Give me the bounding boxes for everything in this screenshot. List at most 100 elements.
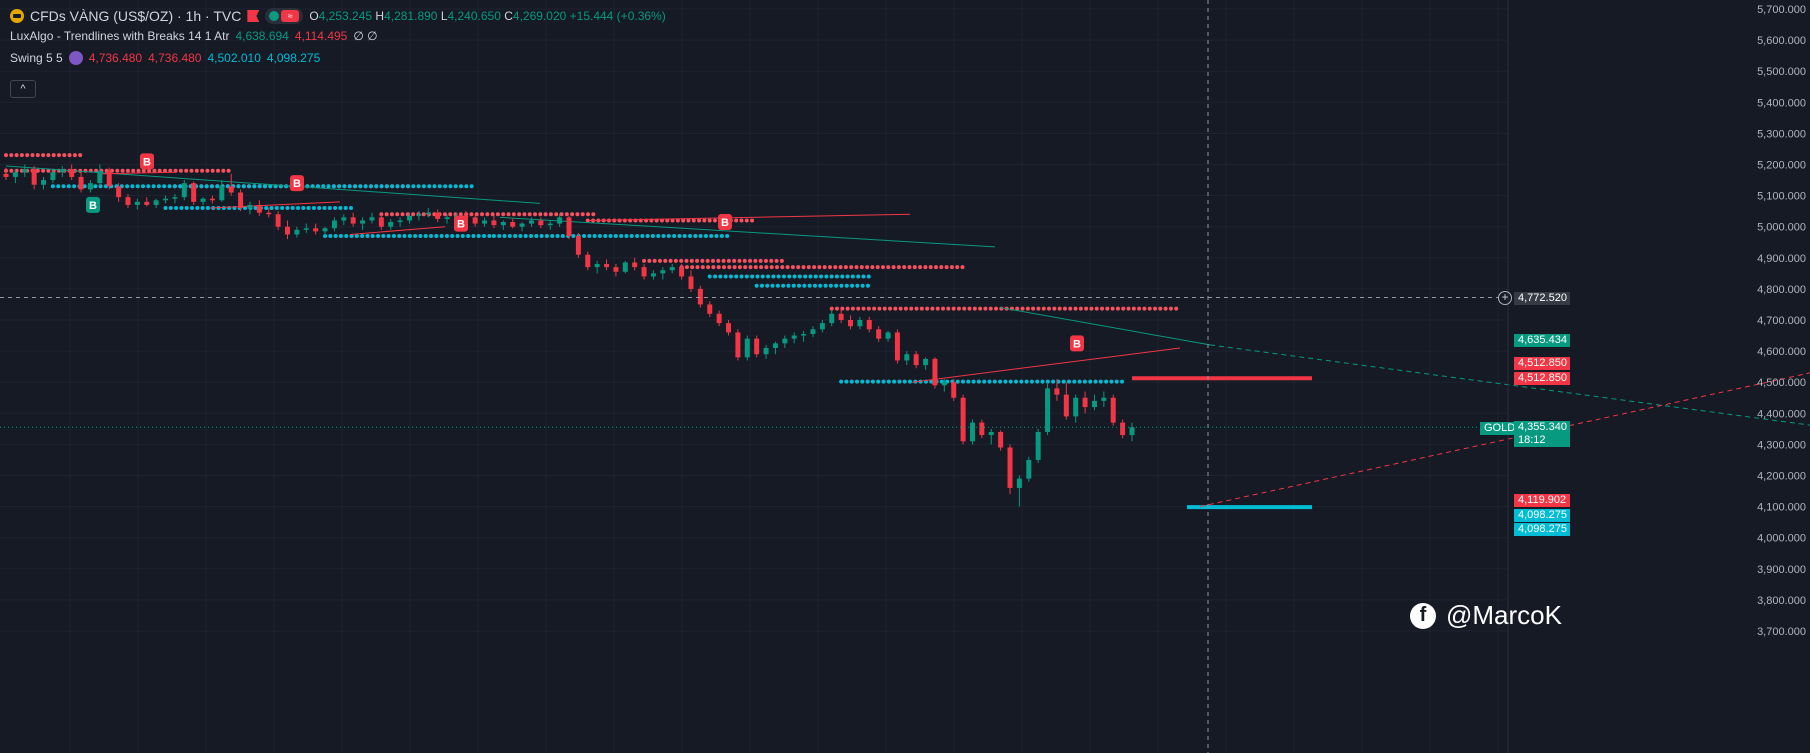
swing-level-dot [1061, 379, 1066, 384]
swing-level-dot [781, 283, 786, 288]
swing-level-dot [585, 218, 590, 223]
crosshair [0, 0, 1498, 753]
swing-level-dot [374, 184, 379, 189]
swing-legend[interactable]: Swing 5 5 4,736.480 4,736.480 4,502.010 … [10, 51, 320, 65]
candle-body [1007, 447, 1013, 488]
swing-level-dot [184, 168, 189, 173]
swing-level-dot [844, 379, 849, 384]
swing-level-dot [839, 379, 844, 384]
swing-level-dot [30, 153, 35, 158]
swing-level-dot [353, 184, 358, 189]
candle-body [12, 172, 18, 177]
swing-level-dot [502, 234, 507, 239]
swing-level-dot [1051, 379, 1056, 384]
swing-level-dot [9, 168, 14, 173]
swing-level-dot [35, 153, 40, 158]
candle-body [1026, 459, 1032, 479]
swing-level-dot [919, 306, 924, 311]
data-status-pill[interactable]: ≈ [265, 8, 304, 24]
swing-level-dot [1045, 379, 1050, 384]
candle-body [106, 170, 112, 187]
swing-level-dot [603, 234, 608, 239]
swing-level-dot [432, 184, 437, 189]
swing-level-dot [983, 306, 988, 311]
swing-level-dot [1068, 306, 1073, 311]
swing-level-dot [966, 379, 971, 384]
swing-level-dot [697, 218, 702, 223]
swing-level-dot [850, 306, 855, 311]
break-label: B [1073, 338, 1081, 350]
swing-level-dot [56, 184, 61, 189]
candle-body [510, 222, 516, 227]
candle-body [763, 347, 769, 355]
swing-level-dot [838, 265, 843, 270]
swing-level-dot [471, 234, 476, 239]
swing-level-dot [1077, 379, 1082, 384]
swing-level-dot [909, 306, 914, 311]
symbol-title[interactable]: CFDs VÀNG (US$/OZ) · 1h · TVC [30, 8, 242, 24]
candle-body [275, 214, 281, 227]
swing-level-dot [533, 212, 538, 217]
candle-body [538, 220, 544, 226]
swing-level-dot [865, 283, 870, 288]
swing-level-dot [141, 168, 146, 173]
swing-level-dot [485, 212, 490, 217]
swing-level-dot [1168, 306, 1173, 311]
candle-body [472, 217, 478, 224]
add-alert-icon[interactable]: + [1498, 291, 1512, 305]
swing-level-dot [642, 258, 647, 263]
price-tick-label: 4,500.000 [1757, 377, 1806, 389]
swing-level-dot [855, 283, 860, 288]
swing-level-dot [770, 283, 775, 288]
swing-level-dot [663, 258, 668, 263]
swing-level-dot [390, 184, 395, 189]
luxalgo-legend[interactable]: LuxAlgo - Trendlines with Breaks 14 1 At… [10, 29, 378, 43]
swing-level-dot [813, 274, 818, 279]
swing-level-dot [338, 234, 343, 239]
flag-icon[interactable] [247, 10, 260, 22]
swing-level-dot [792, 274, 797, 279]
collapse-legend-button[interactable]: ^ [10, 80, 36, 98]
candle-body [153, 200, 159, 205]
swing-level-dot [786, 283, 791, 288]
swing-level-dot [622, 218, 627, 223]
swing-level-dot [923, 265, 928, 270]
swing-level-dot [668, 258, 673, 263]
candle-body [707, 304, 713, 314]
swing-level-dot [888, 306, 893, 311]
swing-level-dot [929, 379, 934, 384]
swing-level-dot [407, 234, 412, 239]
swing-level-dot [703, 234, 708, 239]
swing-level-dot [865, 379, 870, 384]
price-tick-label: 5,700.000 [1757, 4, 1806, 16]
swing-level-dot [592, 234, 597, 239]
indicator-name[interactable]: LuxAlgo - Trendlines with Breaks 14 1 At… [10, 29, 230, 43]
swing-level-dot [405, 212, 410, 217]
swing-level-dot [695, 265, 700, 270]
swing-level-dot [706, 265, 711, 270]
swing-level-dot [548, 212, 553, 217]
swing-level-dot [726, 258, 731, 263]
swing-level-dot [448, 212, 453, 217]
swing-level-dot [386, 234, 391, 239]
swing-level-dot [657, 258, 662, 263]
swing-level-dot [333, 234, 338, 239]
gold-symbol-icon [10, 9, 24, 23]
swing-level-dot [62, 153, 67, 158]
candle-body [491, 220, 497, 226]
swing-level-dot [1105, 306, 1110, 311]
swing-level-dot [1137, 306, 1142, 311]
swing-level-dot [57, 153, 61, 158]
swing-level-dot [739, 274, 744, 279]
upper-trendline [499, 216, 996, 248]
candle-body [341, 217, 347, 221]
swing-level-dot [1031, 306, 1036, 311]
swing-level-dot [1142, 306, 1147, 311]
swing-level-dot [200, 168, 205, 173]
candle-body [1120, 422, 1126, 436]
break-badge [454, 215, 468, 232]
candle-body [200, 198, 206, 202]
swing-level-dot [886, 379, 891, 384]
indicator-name[interactable]: Swing 5 5 [10, 51, 63, 65]
